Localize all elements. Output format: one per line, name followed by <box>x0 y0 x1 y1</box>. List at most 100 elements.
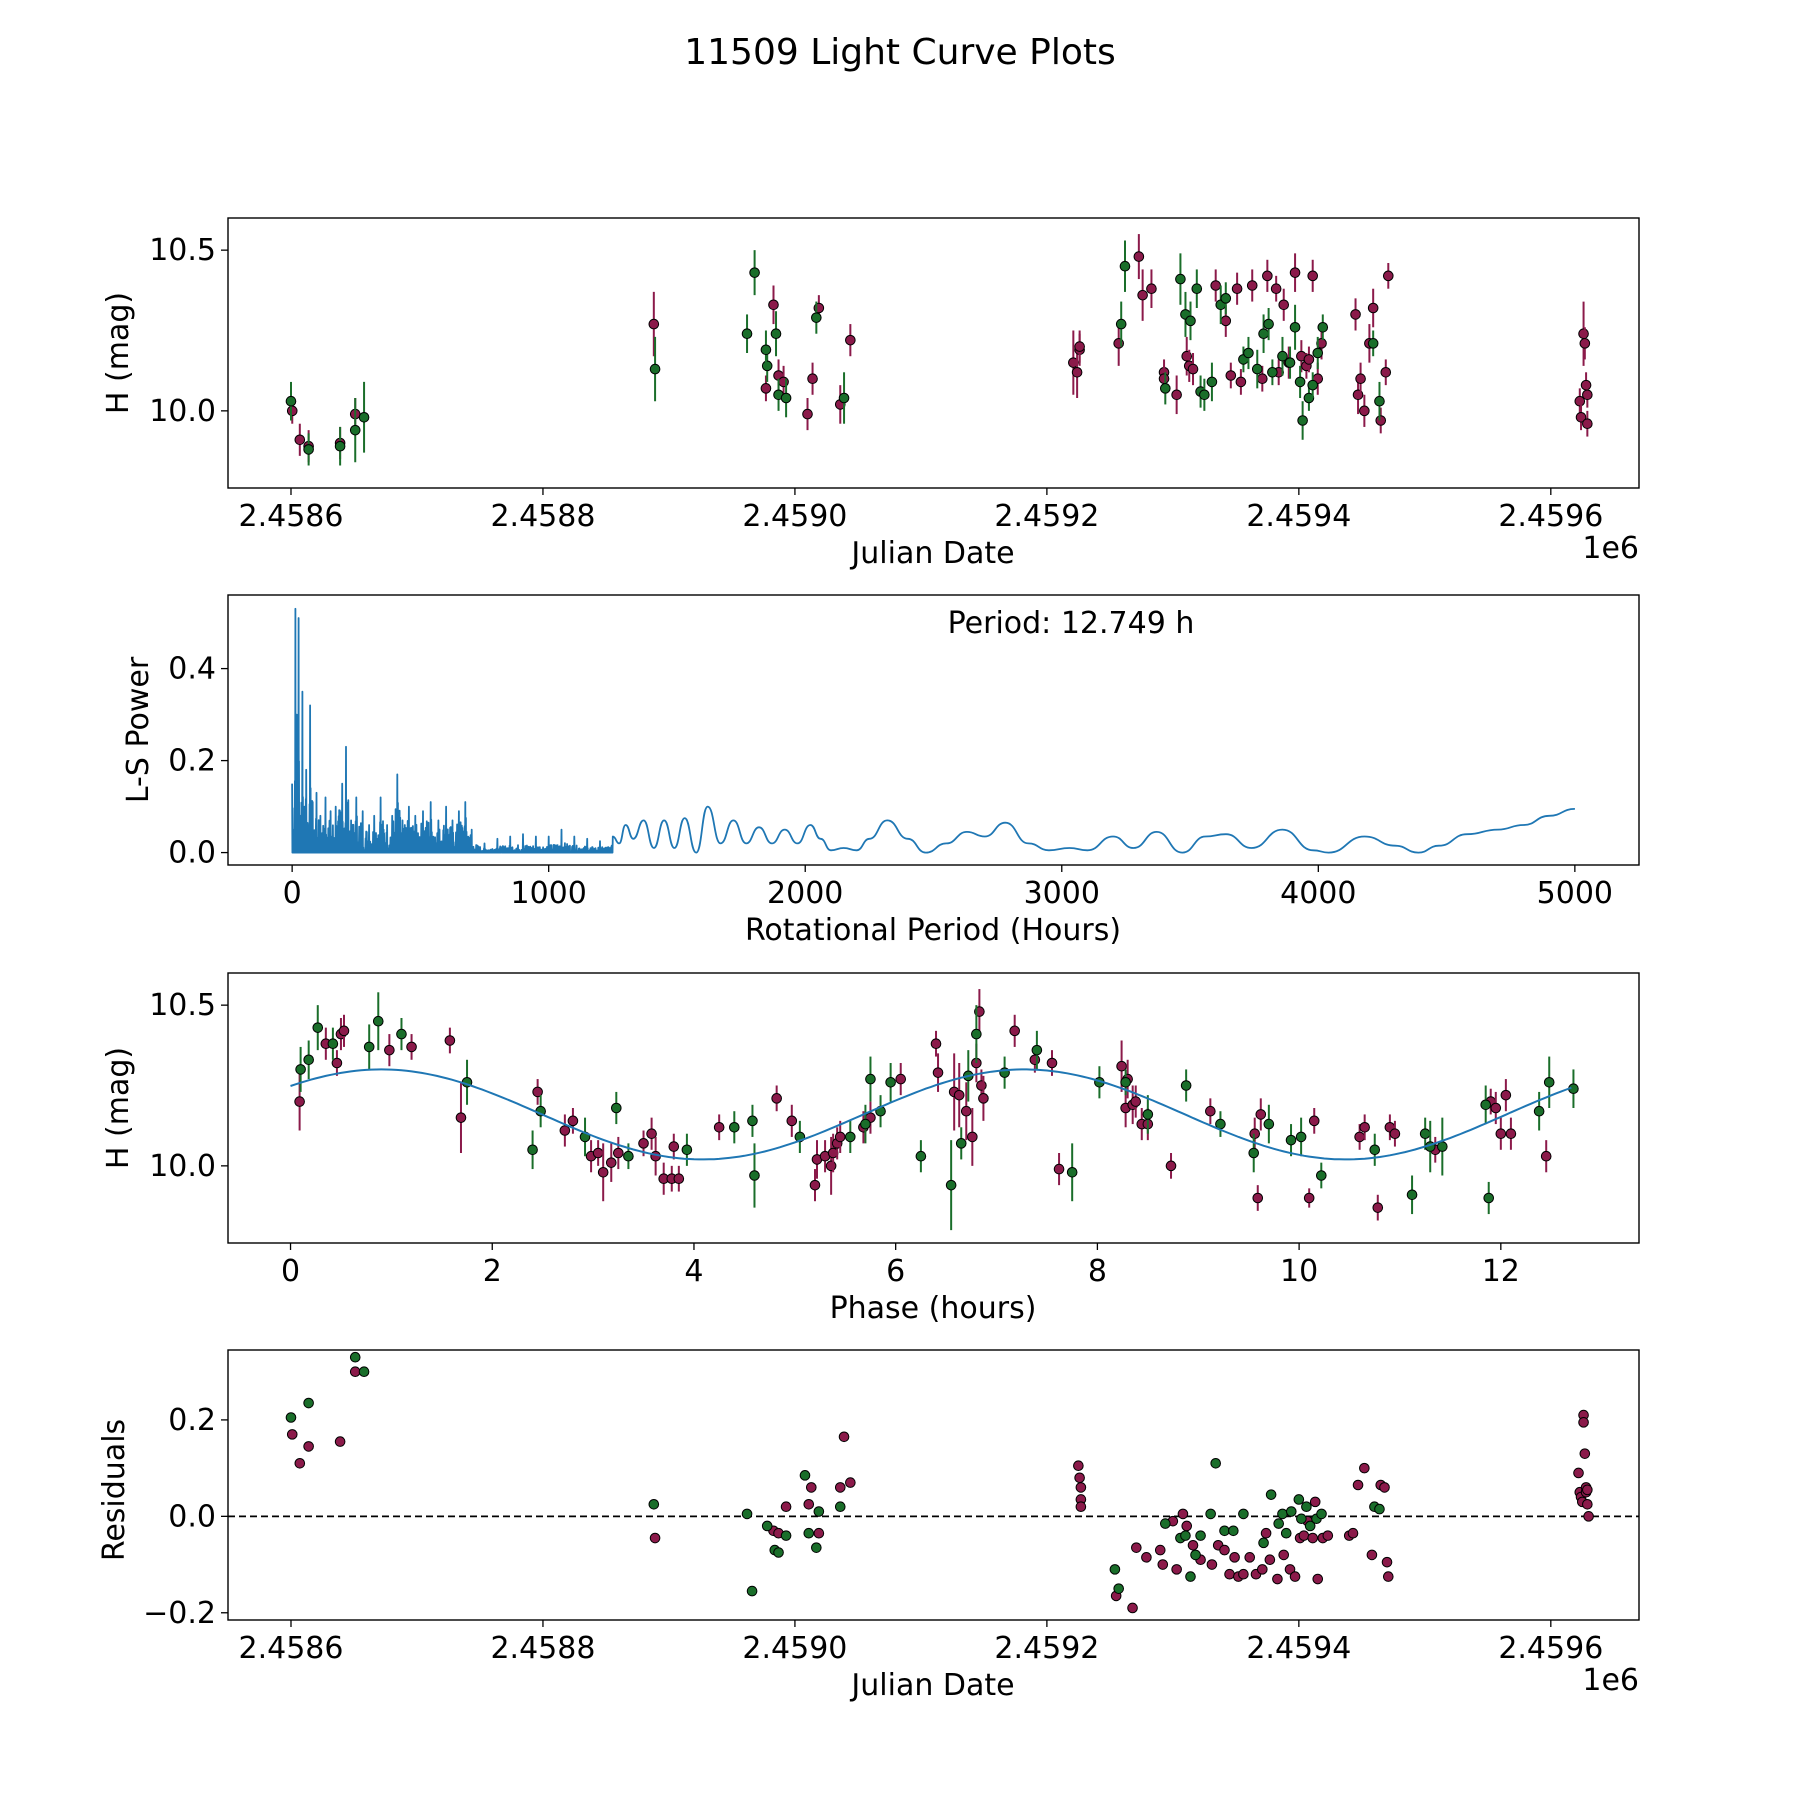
x-tick-label: 6 <box>886 1254 905 1289</box>
data-point-green <box>741 328 753 340</box>
x-tick-label: 2.4594 <box>1246 499 1351 534</box>
data-point-red <box>786 1115 798 1127</box>
data-point-red <box>1181 1520 1193 1532</box>
data-point-green <box>1285 1506 1297 1517</box>
data-point-red <box>1257 373 1268 385</box>
data-point-red <box>1116 1060 1127 1072</box>
data-point-red <box>930 1038 942 1050</box>
data-point-red <box>1029 1054 1041 1066</box>
data-point-green <box>1185 1571 1196 1582</box>
p0-xlabel: Julian Date <box>849 536 1014 571</box>
data-point-green <box>761 360 773 372</box>
data-point-red <box>1046 1057 1058 1069</box>
y-tick-label: 0.4 <box>168 652 216 687</box>
data-point-green <box>358 411 370 423</box>
data-point-red <box>1289 267 1301 278</box>
data-point-green <box>749 267 760 278</box>
data-point-green <box>971 1028 982 1040</box>
data-point-green <box>527 1144 538 1156</box>
data-point-red <box>1278 1549 1290 1561</box>
x-tick-label: 1000 <box>511 876 587 911</box>
data-point-green <box>295 1064 306 1075</box>
data-point-red <box>1322 1530 1334 1541</box>
data-point-red <box>813 1527 825 1539</box>
data-point-red <box>845 334 856 346</box>
data-point-red <box>1130 1096 1142 1107</box>
data-point-red <box>768 299 779 311</box>
data-point-red <box>1575 411 1587 423</box>
p2-xlabel: Phase (hours) <box>830 1291 1037 1326</box>
p3-axes-frame <box>227 1349 1640 1621</box>
data-point-red <box>613 1147 624 1159</box>
data-point-green <box>749 1170 760 1181</box>
data-point-green <box>611 1102 622 1114</box>
data-point-green <box>1315 1170 1327 1181</box>
data-point-green <box>1293 1494 1305 1505</box>
data-point-red <box>592 1147 604 1159</box>
data-point-green <box>285 1412 297 1423</box>
data-point-red <box>960 1105 972 1117</box>
data-point-green <box>1119 260 1131 272</box>
p1-ticks: 0 1000 2000 3000 4000 5000 0.0 0.2 0.4 <box>168 652 1613 911</box>
data-point-green <box>1374 1503 1385 1515</box>
data-point-red <box>1210 280 1221 291</box>
data-point-red <box>349 1366 361 1377</box>
data-point-green <box>649 363 661 375</box>
data-point-red <box>1578 1417 1589 1428</box>
data-point-red <box>953 1089 965 1101</box>
data-point-green <box>1066 1166 1078 1178</box>
data-point-green <box>1406 1189 1418 1201</box>
data-point-red <box>1187 363 1199 375</box>
panel-phase-folded: 0 2 4 6 8 10 12 10.0 10.5 Phase (hours) H (mag) <box>101 972 1640 1326</box>
data-point-green <box>1369 1144 1381 1156</box>
data-point-red <box>825 1160 837 1172</box>
data-point-green <box>1296 1513 1307 1525</box>
periodogram-line <box>291 607 1575 854</box>
data-point-green <box>1285 1134 1297 1146</box>
y-tick-label: −0.2 <box>143 1596 216 1631</box>
data-point-green <box>741 1508 753 1520</box>
p1-annotation: Period: 12.749 h <box>948 606 1195 641</box>
data-point-red <box>932 1067 944 1078</box>
x-tick-label: 2000 <box>767 876 843 911</box>
data-point-red <box>1146 283 1157 295</box>
data-point-green <box>1304 1520 1316 1532</box>
data-point-red <box>1307 270 1319 282</box>
data-point-green <box>773 1547 784 1558</box>
p3-xlabel: Julian Date <box>849 1668 1014 1703</box>
data-point-green <box>1206 376 1218 388</box>
data-point-green <box>780 392 792 404</box>
data-point-green <box>1367 338 1379 349</box>
data-point-red <box>1071 366 1083 378</box>
data-point-green <box>1142 1109 1154 1120</box>
data-point-red <box>1224 1568 1235 1580</box>
data-point-red <box>713 1121 725 1133</box>
x-tick-label: 4000 <box>1280 876 1356 911</box>
data-point-green <box>760 344 772 356</box>
data-point-green <box>1175 273 1186 285</box>
data-point-green <box>945 1179 957 1191</box>
data-point-red <box>1074 341 1085 352</box>
data-point-red <box>1075 1501 1087 1512</box>
data-point-red <box>1312 1573 1324 1585</box>
data-point-green <box>1483 1192 1495 1204</box>
data-point-red <box>1205 1105 1216 1117</box>
data-point-green <box>372 1015 384 1027</box>
y-tick-label: 0.0 <box>168 836 216 871</box>
y-tick-label: 0.2 <box>168 1403 216 1438</box>
data-point-red <box>1298 1530 1310 1541</box>
data-point-green <box>334 440 346 452</box>
data-point-green <box>358 1366 370 1377</box>
data-point-green <box>1109 1564 1121 1575</box>
data-point-red <box>559 1125 571 1136</box>
data-point-red <box>1137 289 1148 301</box>
data-point-red <box>605 1157 617 1168</box>
data-point-green <box>327 1038 339 1050</box>
data-point-green <box>363 1041 375 1053</box>
figure-title: 11509 Light Curve Plots <box>684 32 1116 73</box>
data-point-red <box>1158 373 1170 385</box>
data-point-green <box>1273 1518 1284 1529</box>
data-point-red <box>1578 328 1589 340</box>
data-point-red <box>1068 357 1079 368</box>
data-point-red <box>1355 373 1366 385</box>
